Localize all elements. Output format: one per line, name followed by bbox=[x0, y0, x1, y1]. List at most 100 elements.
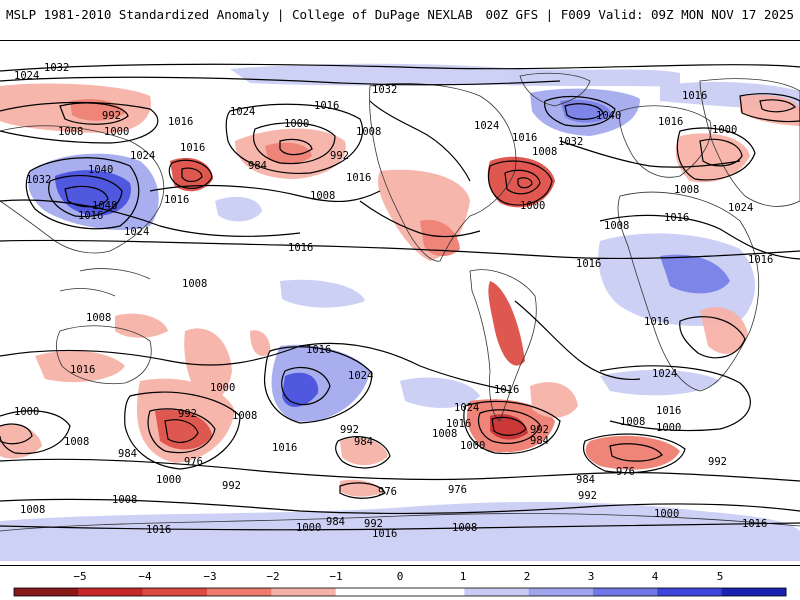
red-anomaly-region bbox=[487, 156, 555, 208]
blue-anomaly-region bbox=[280, 279, 365, 308]
isobar-line bbox=[0, 101, 159, 144]
colorbar-segment bbox=[142, 588, 208, 596]
contour-label: 1016 bbox=[748, 254, 773, 266]
contour-label: 1008 bbox=[452, 522, 477, 534]
colorbar-tick: −2 bbox=[266, 570, 279, 583]
contour-label: 1008 bbox=[532, 146, 557, 158]
contour-label: 1032 bbox=[558, 136, 583, 148]
blue-anomaly-region bbox=[215, 196, 262, 222]
anomaly-colorbar: −5 −4 −3 −2 −1 0 1 2 3 4 5 bbox=[13, 570, 787, 597]
isobar-line bbox=[225, 103, 364, 174]
red-anomaly-region bbox=[35, 350, 125, 383]
isobar-line bbox=[0, 410, 71, 455]
isobar-line bbox=[149, 184, 381, 203]
isobar-line bbox=[0, 76, 561, 86]
contour-label: 1016 bbox=[446, 418, 471, 430]
isobar-line bbox=[48, 174, 123, 218]
isobar-line bbox=[0, 63, 800, 72]
contour-label: 1008 bbox=[232, 410, 257, 422]
contour-label: 1024 bbox=[124, 226, 149, 238]
contour-label: 1016 bbox=[164, 194, 189, 206]
colorbar-tick: 0 bbox=[397, 570, 404, 583]
isobar-line bbox=[487, 160, 553, 206]
contour-label: 1024 bbox=[454, 402, 479, 414]
blue-anomaly-region bbox=[660, 254, 730, 294]
contour-label: 1024 bbox=[474, 120, 499, 132]
contour-label: 976 bbox=[184, 456, 203, 468]
contour-label: 1016 bbox=[314, 100, 339, 112]
map-title: MSLP 1981-2010 Standardized Anomaly | Co… bbox=[6, 7, 473, 22]
colorbar-tick: −1 bbox=[329, 570, 342, 583]
contour-label: 1016 bbox=[288, 242, 313, 254]
blue-anomaly-region bbox=[230, 63, 680, 87]
contour-label: 992 bbox=[530, 424, 549, 436]
contour-label: 1000 bbox=[656, 422, 681, 434]
red-anomaly-region bbox=[115, 313, 168, 338]
contour-label: 992 bbox=[222, 480, 241, 492]
isobar-line bbox=[0, 423, 33, 445]
red-anomaly-region bbox=[250, 330, 271, 357]
contour-label: 1032 bbox=[26, 174, 51, 186]
contour-label: 1008 bbox=[112, 494, 137, 506]
contour-label: 1000 bbox=[296, 522, 321, 534]
contour-label: 1000 bbox=[156, 474, 181, 486]
contour-label: 1016 bbox=[742, 518, 767, 530]
isobar-line bbox=[253, 122, 336, 165]
colorbar-segment bbox=[14, 588, 79, 596]
south-america-coast bbox=[469, 269, 537, 422]
isobar-line bbox=[279, 138, 313, 156]
red-anomaly-region bbox=[70, 99, 125, 121]
contour-label: 984 bbox=[248, 160, 267, 172]
colorbar-segment bbox=[78, 588, 144, 596]
colorbar-segment bbox=[721, 588, 787, 596]
contour-label: 1008 bbox=[58, 126, 83, 138]
blue-anomaly-region bbox=[400, 377, 480, 408]
isobar-line bbox=[477, 409, 541, 444]
blue-anomaly-region bbox=[282, 372, 319, 407]
colorbar-segment bbox=[593, 588, 658, 596]
red-anomaly-region bbox=[420, 219, 460, 257]
isobar-line bbox=[124, 391, 241, 470]
red-anomaly-region bbox=[488, 281, 525, 366]
contour-label: 1016 bbox=[146, 524, 171, 536]
red-anomaly-region bbox=[675, 133, 750, 183]
isobar-line bbox=[679, 316, 746, 359]
blue-anomaly-region bbox=[600, 369, 720, 396]
contour-label: 1016 bbox=[644, 316, 669, 328]
isobar-line bbox=[339, 482, 386, 499]
isobar-line bbox=[739, 93, 800, 123]
isobar-line bbox=[0, 498, 800, 515]
world-map[interactable]: 1032 1024 992 1008 1000 1016 1024 1032 1… bbox=[0, 40, 800, 566]
contour-label: 976 bbox=[378, 486, 397, 498]
isobar-line bbox=[359, 200, 481, 238]
contour-label: 1000 bbox=[104, 126, 129, 138]
contour-label: 1000 bbox=[14, 406, 39, 418]
contour-label: 984 bbox=[576, 474, 595, 486]
contour-label: 1008 bbox=[310, 190, 335, 202]
indonesia-coast bbox=[59, 268, 151, 297]
contour-label: 1024 bbox=[652, 368, 677, 380]
red-anomaly-region bbox=[585, 435, 680, 470]
colorbar-segment bbox=[400, 588, 465, 596]
contour-label: 1000 bbox=[460, 440, 485, 452]
contour-label: 992 bbox=[364, 518, 383, 530]
isobar-line bbox=[369, 100, 471, 182]
contour-label: 984 bbox=[354, 436, 373, 448]
colorbar-tick: 2 bbox=[524, 570, 531, 583]
isobar-line bbox=[25, 157, 140, 230]
isobar-line bbox=[609, 443, 663, 462]
isobar-line bbox=[164, 419, 199, 443]
colorbar-segment bbox=[207, 588, 272, 596]
contour-label: 1024 bbox=[130, 150, 155, 162]
red-anomaly-region bbox=[170, 157, 213, 192]
contour-label: 984 bbox=[118, 448, 137, 460]
isobars bbox=[0, 63, 800, 531]
north-america-coast bbox=[369, 83, 517, 262]
isobar-line bbox=[168, 159, 213, 189]
contour-label: 1024 bbox=[728, 202, 753, 214]
contour-label: 1000 bbox=[520, 200, 545, 212]
isobar-line bbox=[491, 416, 527, 436]
contour-label: 1000 bbox=[654, 508, 679, 520]
colorbar-segment bbox=[528, 588, 594, 596]
contour-label: 1008 bbox=[674, 184, 699, 196]
